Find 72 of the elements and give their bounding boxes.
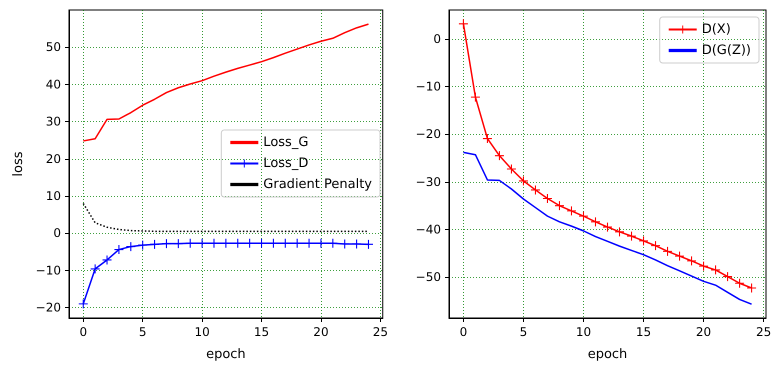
legend-label: D(G(Z)) <box>702 43 752 58</box>
point <box>663 246 672 256</box>
point <box>639 236 648 246</box>
point <box>615 227 624 236</box>
point <box>651 241 660 250</box>
x-tick-label: 5 <box>138 325 146 339</box>
point <box>542 194 552 204</box>
point <box>340 239 350 248</box>
point <box>687 256 696 266</box>
point <box>699 262 708 271</box>
legend-label: Gradient Penalty <box>263 177 372 192</box>
y-tick-label: −10 <box>36 263 61 278</box>
point <box>711 265 720 274</box>
point <box>530 185 540 194</box>
legend-label: D(X) <box>702 22 731 37</box>
y-tick-label: −20 <box>36 300 61 315</box>
point <box>675 252 684 261</box>
y-tick-label: −50 <box>416 270 441 284</box>
point <box>747 284 756 293</box>
point <box>506 164 516 174</box>
x-tick-label: 0 <box>460 325 468 339</box>
legend-label: Loss_D <box>263 156 308 171</box>
point <box>78 299 88 308</box>
point <box>458 19 468 28</box>
point <box>578 212 588 221</box>
x-tick-label: 10 <box>576 325 592 339</box>
y-tick-label: 40 <box>46 77 61 92</box>
point <box>566 206 576 216</box>
point <box>518 176 528 186</box>
legend-label: Loss_G <box>263 135 308 150</box>
x-axis-title: epoch <box>206 347 246 362</box>
x-tick-label: 10 <box>194 325 210 339</box>
y-axis-title: loss <box>10 151 26 177</box>
y-tick-label: 30 <box>46 114 61 129</box>
y-tick-label: −30 <box>416 174 441 189</box>
x-tick-label: 20 <box>313 325 329 339</box>
y-tick-label: −40 <box>416 222 441 236</box>
point <box>735 278 744 288</box>
x-tick-label: 15 <box>636 325 652 339</box>
y-tick-label: 20 <box>46 152 61 166</box>
y-tick-label: −10 <box>416 80 441 94</box>
point <box>114 245 124 254</box>
line-series <box>462 152 752 305</box>
y-tick-label: −20 <box>416 127 441 142</box>
point <box>126 242 136 252</box>
x-tick-label: 15 <box>254 325 270 339</box>
point <box>150 240 160 249</box>
y-tick-label: 50 <box>46 40 61 54</box>
y-tick-label: 0 <box>53 226 61 240</box>
point <box>352 239 362 248</box>
point <box>174 239 183 248</box>
x-tick-label: 5 <box>520 325 528 339</box>
line-series <box>82 202 370 232</box>
point <box>723 272 732 282</box>
x-tick-label: 25 <box>756 325 772 339</box>
x-tick-label: 25 <box>372 325 388 339</box>
point <box>554 201 564 210</box>
point <box>627 232 636 241</box>
x-axis-title: epoch <box>588 347 628 362</box>
y-tick-label: 0 <box>433 32 441 46</box>
point <box>590 217 600 226</box>
y-tick-label: 10 <box>46 188 61 203</box>
point <box>603 222 612 232</box>
point <box>102 255 112 264</box>
point <box>470 92 480 102</box>
point <box>162 239 171 248</box>
point <box>138 240 148 250</box>
point <box>494 151 504 160</box>
x-tick-label: 0 <box>79 325 88 339</box>
point <box>90 264 100 274</box>
x-tick-label: 20 <box>696 325 712 339</box>
point <box>482 134 492 144</box>
